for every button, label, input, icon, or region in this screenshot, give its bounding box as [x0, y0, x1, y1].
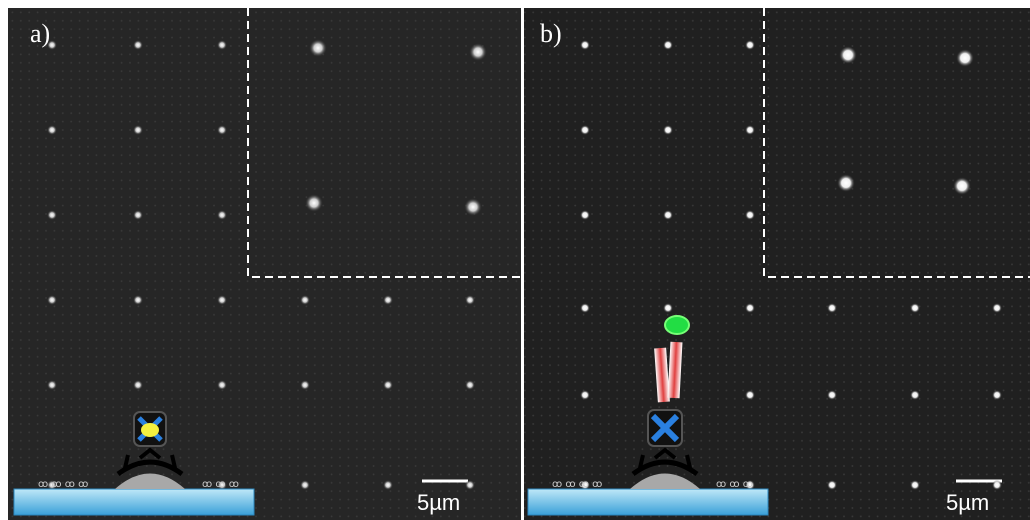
fluorescent-spot	[383, 295, 393, 305]
fluorescent-spot	[745, 303, 755, 313]
image-texture	[8, 8, 521, 520]
svg-text:ꝏ ꝏ ꝏ ꝏ: ꝏ ꝏ ꝏ ꝏ	[552, 479, 602, 490]
fluorescent-spot	[580, 40, 590, 50]
fluorescent-spot	[465, 295, 475, 305]
svg-text:ꝏ ꝏ ꝏ ꝏ: ꝏ ꝏ ꝏ ꝏ	[38, 479, 88, 490]
fluorescent-spot	[745, 40, 755, 50]
fluorescent-spot	[217, 40, 227, 50]
fluorescent-spot	[305, 194, 323, 212]
scale-bar-label: 5µm	[946, 490, 989, 515]
panel-label: b)	[540, 19, 562, 48]
fluorescent-spot	[47, 380, 57, 390]
fluorescent-spot	[663, 125, 673, 135]
fluorescent-spot	[663, 303, 673, 313]
fluorescent-spot	[300, 380, 310, 390]
fluorescent-spot	[910, 480, 920, 490]
fluorescent-spot	[217, 380, 227, 390]
fluorescent-spot	[580, 390, 590, 400]
fluorescent-spot	[580, 303, 590, 313]
fluorescent-spot	[465, 380, 475, 390]
panel-a: a) 5µm ꝏ ꝏ ꝏ ꝏ ꝏ ꝏ ꝏ	[8, 8, 521, 520]
fluorescent-spot	[217, 210, 227, 220]
scale-bar-label: 5µm	[417, 490, 460, 515]
fluorescent-spot	[663, 40, 673, 50]
fluorescent-spot	[745, 125, 755, 135]
fluorescent-spot	[465, 480, 475, 490]
fluorescent-spot	[745, 210, 755, 220]
fluorescent-spot	[47, 40, 57, 50]
fluorescent-spot	[217, 125, 227, 135]
fluorescent-spot	[992, 390, 1002, 400]
fluorescent-spot	[133, 40, 143, 50]
fluorescent-spot	[133, 125, 143, 135]
fluorescent-spot	[133, 295, 143, 305]
fluorescent-spot	[133, 210, 143, 220]
fluorescent-spot	[383, 380, 393, 390]
fluorescent-spot	[580, 210, 590, 220]
fluorescent-spot	[469, 43, 487, 61]
fluorescent-spot	[309, 39, 327, 57]
fluorescent-spot	[839, 46, 857, 64]
svg-text:ꝏ ꝏ ꝏ: ꝏ ꝏ ꝏ	[202, 479, 239, 490]
panel-b: b) 5µm ꝏ ꝏ ꝏ ꝏ ꝏ ꝏ ꝏ	[524, 8, 1030, 520]
fluorescent-spot	[464, 198, 482, 216]
fluorescent-spot	[827, 480, 837, 490]
fluorescent-spot	[827, 303, 837, 313]
fluorescent-spot	[47, 125, 57, 135]
fluorescent-spot	[47, 210, 57, 220]
fluorescent-spot	[580, 125, 590, 135]
fluorescent-spot	[837, 174, 855, 192]
fluorescent-spot	[745, 390, 755, 400]
fluorescent-spot	[827, 390, 837, 400]
fluorescent-spot	[992, 303, 1002, 313]
fluorescent-spot	[383, 480, 393, 490]
svg-text:ꝏ ꝏ ꝏ: ꝏ ꝏ ꝏ	[716, 479, 753, 490]
fluorescent-spot	[956, 49, 974, 67]
fluorescent-spot	[300, 480, 310, 490]
fluorescent-spot	[47, 295, 57, 305]
fluorescent-spot	[217, 295, 227, 305]
panel-label: a)	[30, 19, 50, 48]
fluorescent-spot	[663, 210, 673, 220]
fluorescent-spot	[300, 295, 310, 305]
fluorescent-spot	[953, 177, 971, 195]
fluorescent-spot	[910, 390, 920, 400]
fluorescent-spot	[133, 380, 143, 390]
figure: a) 5µm ꝏ ꝏ ꝏ ꝏ ꝏ ꝏ ꝏ b) 5µm	[0, 0, 1030, 520]
fluorescent-spot	[992, 480, 1002, 490]
image-texture	[524, 8, 1030, 520]
fluorescent-spot	[910, 303, 920, 313]
